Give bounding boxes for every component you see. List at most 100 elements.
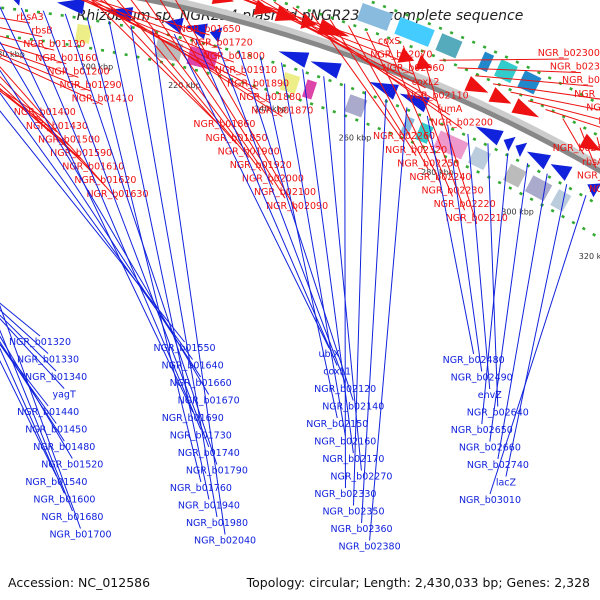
gene-label: NGR_b01890 bbox=[227, 78, 289, 89]
gene-arrow bbox=[397, 47, 415, 63]
gene-arrow bbox=[579, 133, 600, 151]
label-leader-line bbox=[116, 0, 250, 158]
label-leader-line bbox=[0, 92, 193, 360]
label-leader-line bbox=[562, 118, 585, 155]
gene-label: NGR_b01940 bbox=[178, 501, 240, 512]
label-leader-line bbox=[259, 56, 338, 419]
label-leader-line bbox=[527, 100, 600, 120]
gene-label: coxL1 bbox=[323, 367, 351, 378]
label-leader-line bbox=[0, 341, 65, 442]
outer-feature-blocks bbox=[356, 3, 542, 95]
label-leader-line bbox=[273, 1, 451, 116]
gene-label: rbsA1 bbox=[582, 157, 600, 168]
gene-label: NGR_b02350 bbox=[322, 507, 384, 518]
label-leader-line bbox=[439, 58, 569, 61]
gene-block bbox=[494, 59, 518, 84]
gene-label: ubiX bbox=[318, 349, 340, 360]
gene-label: NGR_b02360 bbox=[331, 524, 393, 535]
gene-label: NGR_b01160 bbox=[35, 53, 97, 64]
gene-label: NGR_b02640 bbox=[467, 408, 529, 419]
label-leader-line bbox=[0, 41, 210, 395]
label-leader-line bbox=[195, 39, 338, 366]
label-leader-line bbox=[505, 184, 568, 477]
gene-label: envZ bbox=[478, 390, 502, 401]
gene-label: NGR_b01900 bbox=[218, 146, 280, 157]
label-leader-line bbox=[492, 83, 600, 100]
gene-label: NGR_b01400 bbox=[14, 107, 76, 118]
gene-label: NGR_b02320 bbox=[385, 145, 447, 156]
gene-label: NGR_b02220 bbox=[434, 199, 496, 210]
gene-label: NGR_b01760 bbox=[170, 483, 232, 494]
gene-label: NGR_b02150 bbox=[306, 419, 368, 430]
label-leader-line bbox=[130, 24, 218, 518]
label-leader-line bbox=[81, 0, 247, 77]
gene-label: NGR_b02330 bbox=[314, 489, 376, 500]
gene-label: NGR_b01340 bbox=[25, 372, 87, 383]
label-leader-line bbox=[0, 90, 58, 133]
label-leader-line bbox=[487, 143, 499, 407]
label-leader-line bbox=[426, 115, 475, 355]
gene-label: NGR_b02400 bbox=[586, 102, 600, 113]
gene-label: NGR_b01920 bbox=[230, 160, 292, 171]
topology-label: Topology: circular; Length: 2,430,033 bp… bbox=[246, 575, 590, 590]
gene-label: NGR_b02060 bbox=[382, 63, 444, 74]
gene-block bbox=[517, 70, 542, 95]
gene-label: NGR_b01790 bbox=[186, 466, 248, 477]
gene-block bbox=[435, 33, 463, 59]
gene-label: NGR_b02410 bbox=[562, 75, 600, 86]
label-leader-line bbox=[0, 329, 73, 512]
label-leader-line bbox=[0, 317, 65, 389]
label-leader-line bbox=[175, 0, 298, 213]
label-leader-line bbox=[292, 7, 463, 130]
gene-label: NGR_b01600 bbox=[33, 495, 95, 506]
gene-label: rbsB bbox=[31, 26, 52, 37]
gene-label: coxS bbox=[378, 36, 400, 47]
label-leader-line bbox=[329, 19, 417, 157]
label-leader-line bbox=[0, 347, 65, 494]
gene-label: NGR_b01650 bbox=[179, 24, 241, 35]
gene-label: NGR_b01290 bbox=[60, 80, 122, 91]
gene-arrow bbox=[414, 54, 432, 70]
gene-arrow bbox=[464, 76, 489, 93]
label-leader-line bbox=[545, 108, 600, 128]
gene-label: NGR_b01700 bbox=[49, 530, 111, 541]
gene-arrow bbox=[587, 183, 600, 198]
gene-label: NGR_b01860 bbox=[193, 119, 255, 130]
label-leader-line bbox=[90, 0, 225, 131]
label-leader-line bbox=[366, 31, 441, 184]
gene-label: NGR_b02070 bbox=[370, 50, 432, 61]
label-leader-line bbox=[489, 195, 587, 495]
label-leader-line bbox=[0, 53, 91, 92]
gene-block bbox=[344, 94, 368, 118]
label-leader-line bbox=[173, 33, 330, 349]
label-leader-line bbox=[579, 127, 597, 168]
gene-arrow bbox=[475, 126, 504, 146]
gene-label: NGR_b01480 bbox=[33, 442, 95, 453]
gene-label: NGR_b01670 bbox=[178, 396, 240, 407]
label-leader-line bbox=[280, 62, 346, 436]
gene-arrow bbox=[278, 51, 310, 68]
gene-label: NGR_b01660 bbox=[170, 378, 232, 389]
gene-label: NGR_b01870 bbox=[251, 106, 313, 117]
gene-label: NGR_b01500 bbox=[38, 134, 100, 145]
label-leader-line bbox=[467, 133, 491, 390]
gene-label: NGR_b01910 bbox=[215, 65, 277, 76]
label-leader-line bbox=[103, 0, 237, 145]
gene-label: NGR_b01540 bbox=[25, 477, 87, 488]
label-leader-line bbox=[489, 163, 529, 442]
kbp-tick-label: 300 kbp bbox=[501, 207, 534, 216]
label-leader-line bbox=[353, 91, 367, 506]
gene-arrow bbox=[310, 61, 342, 79]
gene-label: NGR_b01130 bbox=[23, 39, 85, 50]
gene-label: NGR_b02740 bbox=[467, 460, 529, 471]
gene-block bbox=[414, 122, 434, 144]
gene-label: NGR_b01640 bbox=[162, 361, 224, 372]
label-leader-line bbox=[311, 13, 405, 143]
label-leader-line bbox=[384, 38, 453, 197]
label-leader-line bbox=[0, 66, 118, 201]
gene-label: NGR_b01800 bbox=[203, 51, 265, 62]
gene-label: NGR_b02480 bbox=[443, 355, 505, 366]
gene-arrow bbox=[211, 0, 235, 4]
